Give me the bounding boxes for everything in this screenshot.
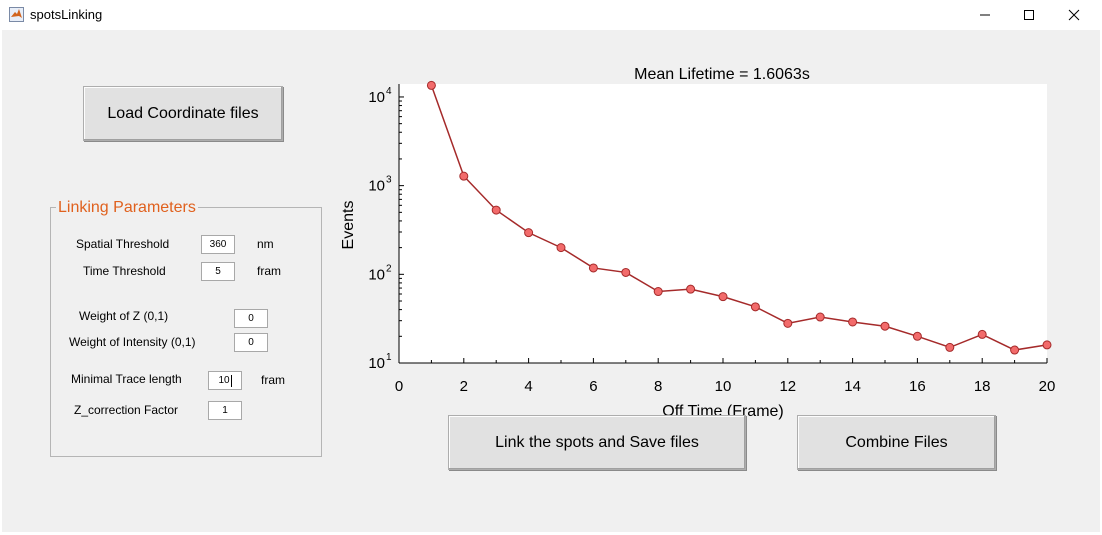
x-tick-label: 20 [1039, 378, 1056, 395]
data-point [426, 80, 436, 90]
y-tick-label: 10 [368, 266, 385, 283]
minimal-trace-length-unit: fram [261, 373, 285, 387]
data-point [718, 292, 728, 302]
data-point [1042, 340, 1052, 350]
time-threshold-label: Time Threshold [83, 264, 166, 278]
x-tick-label: 8 [654, 378, 662, 395]
text-caret [230, 374, 232, 387]
y-tick-label: 10 [368, 89, 385, 106]
close-button[interactable] [1051, 0, 1097, 30]
panel-title: Linking Parameters [56, 199, 198, 217]
data-point [912, 331, 922, 341]
data-point [621, 267, 631, 277]
series-line [430, 85, 1048, 351]
weight-intensity-label: Weight of Intensity (0,1) [69, 335, 196, 349]
off-time-chart: Mean Lifetime = 1.6063s Off Time (Frame)… [340, 66, 1056, 420]
x-tick-label: 4 [524, 378, 532, 395]
data-point [459, 171, 469, 181]
data-point [588, 263, 598, 273]
data-point [977, 329, 987, 339]
data-point [880, 321, 890, 331]
x-tick-label: 16 [909, 378, 926, 395]
data-point [653, 287, 663, 297]
data-point [524, 228, 534, 238]
y-tick-label: 10 [368, 355, 385, 372]
time-threshold-unit: fram [257, 264, 281, 278]
window-title: spotsLinking [30, 7, 103, 22]
spatial-threshold-unit: nm [257, 237, 274, 251]
weight-z-label: Weight of Z (0,1) [79, 309, 169, 323]
spatial-threshold-input[interactable]: 360 [201, 235, 235, 254]
data-point [848, 317, 858, 327]
spatial-threshold-label: Spatial Threshold [76, 237, 170, 251]
data-point [945, 342, 955, 352]
x-tick-label: 18 [974, 378, 991, 395]
x-tick-label: 2 [460, 378, 468, 395]
x-tick-label: 6 [589, 378, 597, 395]
time-threshold-input[interactable]: 5 [201, 262, 235, 281]
combine-files-button[interactable]: Combine Files [797, 415, 996, 470]
close-icon [1068, 9, 1080, 21]
link-and-save-button[interactable]: Link the spots and Save files [448, 415, 746, 470]
title-bar: spotsLinking [0, 0, 1102, 30]
x-tick-label: 10 [715, 378, 732, 395]
y-tick-exponent: 1 [386, 352, 392, 363]
minimal-trace-length-value: 10 [218, 375, 230, 386]
maximize-icon [1024, 10, 1034, 20]
z-correction-factor-label: Z_correction Factor [74, 403, 179, 417]
load-coordinate-files-button[interactable]: Load Coordinate files [83, 86, 283, 141]
z-correction-factor-input[interactable]: 1 [208, 401, 242, 420]
maximize-button[interactable] [1006, 0, 1052, 30]
weight-z-input[interactable]: 0 [234, 309, 268, 328]
data-point [686, 284, 696, 294]
data-point [1010, 345, 1020, 355]
y-tick-exponent: 2 [386, 263, 392, 274]
data-point [491, 205, 501, 215]
figure-client-area: Load Coordinate files Linking Parameters… [2, 30, 1100, 532]
y-tick-exponent: 4 [386, 86, 392, 97]
x-tick-label: 0 [395, 378, 403, 395]
weight-intensity-input[interactable]: 0 [234, 333, 268, 352]
minimal-trace-length-label: Minimal Trace length [71, 372, 182, 386]
data-point [783, 318, 793, 328]
minimize-icon [980, 14, 990, 16]
y-tick-label: 10 [368, 178, 385, 195]
y-tick-exponent: 3 [386, 175, 392, 186]
data-point [750, 302, 760, 312]
chart-title: Mean Lifetime = 1.6063s [634, 66, 810, 83]
data-point [815, 312, 825, 322]
data-point [556, 243, 566, 253]
minimize-button[interactable] [962, 0, 1008, 30]
y-axis-label: Events [340, 201, 357, 250]
linking-parameters-panel: Linking Parameters Spatial Threshold 360… [50, 199, 322, 457]
minimal-trace-length-input[interactable]: 10 [208, 371, 242, 390]
x-tick-label: 14 [844, 378, 861, 395]
x-tick-label: 12 [779, 378, 796, 395]
matlab-app-icon [9, 7, 24, 22]
plot-area-background [399, 84, 1047, 363]
